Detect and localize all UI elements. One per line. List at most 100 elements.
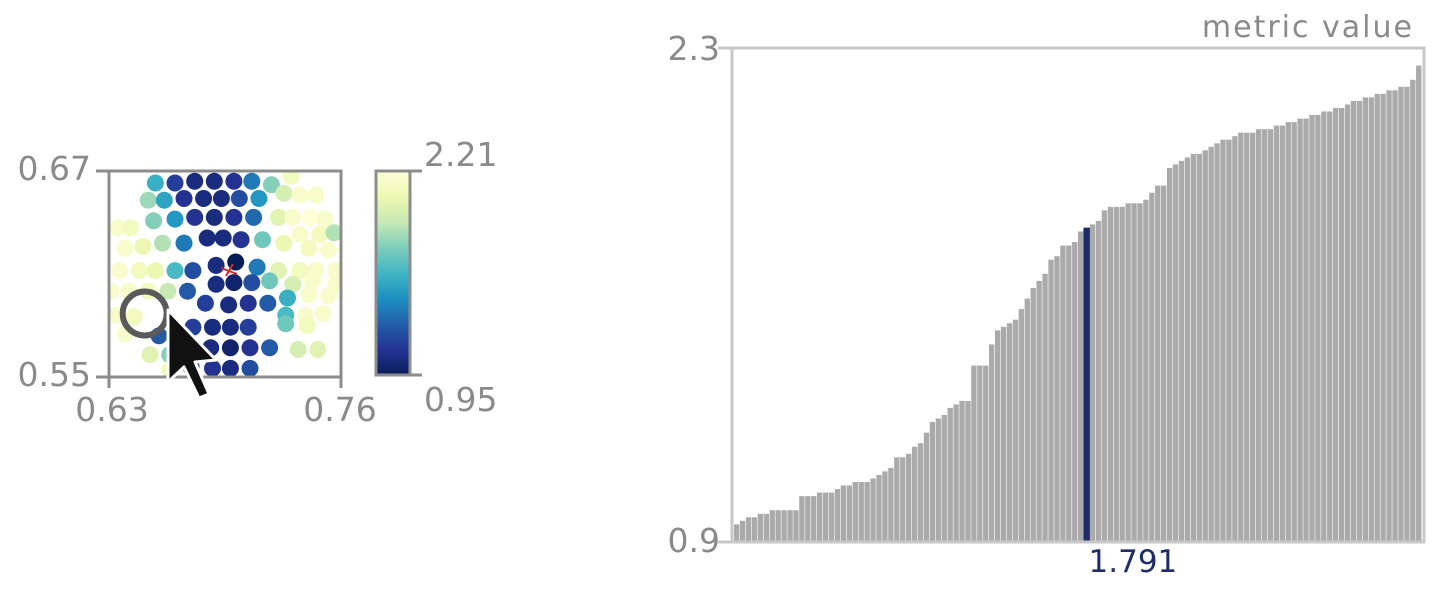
bar[interactable] xyxy=(1178,160,1185,542)
bar[interactable] xyxy=(1060,245,1066,542)
bar[interactable] xyxy=(1297,118,1303,542)
bar[interactable] xyxy=(822,492,829,542)
bar[interactable] xyxy=(1350,100,1357,543)
bar[interactable] xyxy=(799,496,805,542)
bar[interactable] xyxy=(1078,231,1084,543)
bar[interactable] xyxy=(763,513,769,542)
scatter-point[interactable] xyxy=(175,234,193,252)
scatter-point[interactable] xyxy=(186,208,204,226)
bar[interactable] xyxy=(852,482,858,542)
bar[interactable] xyxy=(739,520,746,542)
scatter-point[interactable] xyxy=(116,239,134,257)
scatter-point[interactable] xyxy=(254,231,271,249)
scatter-point[interactable] xyxy=(121,219,139,237)
scatter-point[interactable] xyxy=(261,339,279,357)
scatter-point[interactable] xyxy=(141,346,159,364)
bar[interactable] xyxy=(1208,146,1214,543)
bar[interactable] xyxy=(1238,132,1244,542)
bar[interactable] xyxy=(1066,245,1072,542)
bar[interactable] xyxy=(953,404,959,542)
bar[interactable] xyxy=(929,422,936,542)
scatter-point[interactable] xyxy=(270,208,287,226)
scatter-point[interactable] xyxy=(325,224,342,242)
scatter-point[interactable] xyxy=(139,191,157,209)
scatter-point[interactable] xyxy=(198,229,216,247)
scatter-point[interactable] xyxy=(166,262,184,280)
scatter-point[interactable] xyxy=(159,282,177,300)
scatter-point[interactable] xyxy=(225,208,243,226)
bar[interactable] xyxy=(1338,108,1345,542)
bar[interactable] xyxy=(1161,185,1167,542)
bar[interactable] xyxy=(882,471,888,542)
bar[interactable] xyxy=(775,510,781,542)
bar[interactable] xyxy=(977,365,983,542)
bar[interactable] xyxy=(734,524,740,542)
bar[interactable] xyxy=(1196,153,1202,542)
scatter-point[interactable] xyxy=(259,294,277,312)
bar[interactable] xyxy=(1392,90,1398,543)
bar[interactable] xyxy=(1190,153,1197,542)
scatter-point[interactable] xyxy=(111,262,129,280)
bar[interactable] xyxy=(1220,139,1226,542)
scatter-point[interactable] xyxy=(230,190,248,207)
bar[interactable] xyxy=(1273,125,1280,542)
scatter-point[interactable] xyxy=(179,282,196,300)
bar[interactable] xyxy=(1261,129,1268,542)
scatter-point[interactable] xyxy=(320,287,337,305)
bar[interactable] xyxy=(900,457,906,542)
scatter-point[interactable] xyxy=(207,256,225,274)
bar[interactable] xyxy=(793,510,799,542)
bar[interactable] xyxy=(1356,100,1363,543)
scatter-point[interactable] xyxy=(166,210,184,228)
scatter-point[interactable] xyxy=(300,286,318,304)
bar[interactable] xyxy=(1149,192,1155,542)
scatter-point[interactable] xyxy=(232,231,250,249)
scatter-point[interactable] xyxy=(220,296,238,314)
bar[interactable] xyxy=(1279,125,1285,542)
bar[interactable] xyxy=(947,407,953,542)
bar-selected[interactable] xyxy=(1083,227,1091,542)
bar[interactable] xyxy=(840,485,847,543)
scatter-point[interactable] xyxy=(221,318,239,336)
bar[interactable] xyxy=(805,496,811,542)
scatter-point[interactable] xyxy=(241,359,259,377)
bar[interactable] xyxy=(1006,323,1013,542)
scatter-point[interactable] xyxy=(239,294,257,312)
bar[interactable] xyxy=(1030,287,1036,542)
bar[interactable] xyxy=(1291,122,1297,542)
bar[interactable] xyxy=(745,517,752,542)
scatter-point[interactable] xyxy=(279,289,296,307)
bar[interactable] xyxy=(1285,122,1291,542)
bar[interactable] xyxy=(1125,203,1131,543)
scatter-point[interactable] xyxy=(250,190,268,207)
scatter-point[interactable] xyxy=(221,339,239,357)
bar[interactable] xyxy=(1101,210,1108,543)
bar[interactable] xyxy=(1018,309,1025,542)
scatter-point[interactable] xyxy=(195,190,213,207)
bar[interactable] xyxy=(1303,118,1309,542)
bar[interactable] xyxy=(1321,111,1327,543)
scatter-point[interactable] xyxy=(146,262,164,280)
scatter-point[interactable] xyxy=(225,172,243,190)
bar[interactable] xyxy=(1368,97,1374,543)
bar[interactable] xyxy=(1184,157,1191,542)
scatter-point[interactable] xyxy=(275,234,293,252)
scatter-point[interactable] xyxy=(205,172,223,190)
bar[interactable] xyxy=(858,482,864,542)
scatter-point[interactable] xyxy=(241,339,259,357)
bar[interactable] xyxy=(787,510,793,542)
scatter-point[interactable] xyxy=(204,318,221,336)
bar[interactable] xyxy=(1054,256,1060,542)
bar[interactable] xyxy=(1344,104,1351,543)
bar[interactable] xyxy=(817,492,823,542)
scatter-point[interactable] xyxy=(239,318,257,336)
bar[interactable] xyxy=(1309,115,1315,542)
scatter-point[interactable] xyxy=(205,208,223,226)
scatter-point[interactable] xyxy=(175,190,193,207)
bar[interactable] xyxy=(1386,90,1392,543)
bar[interactable] xyxy=(1107,206,1113,543)
bar[interactable] xyxy=(1416,65,1422,542)
bar[interactable] xyxy=(1036,280,1042,542)
scatter-point[interactable] xyxy=(243,274,261,292)
bar[interactable] xyxy=(1072,242,1078,542)
